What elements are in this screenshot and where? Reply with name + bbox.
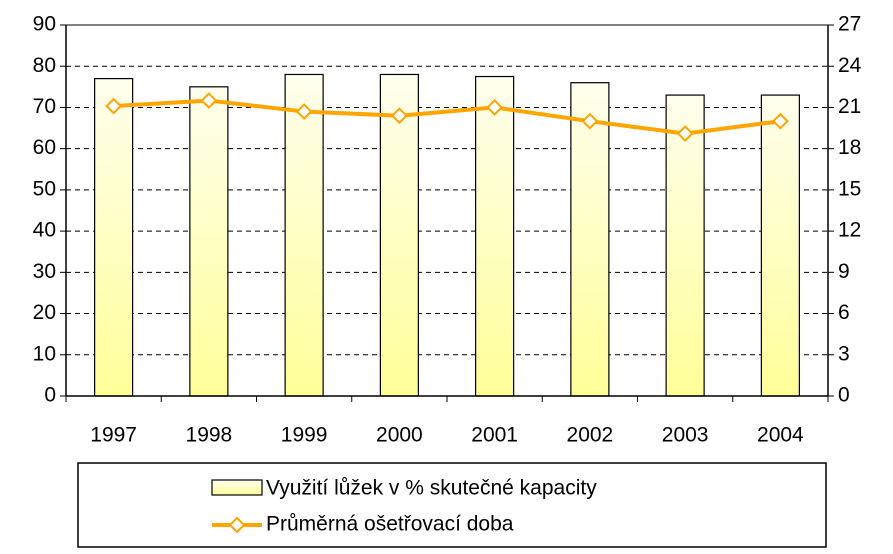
y2-tick-label: 9 bbox=[838, 260, 850, 283]
y-tick-label: 50 bbox=[33, 177, 56, 200]
marker bbox=[105, 97, 123, 115]
y2-tick-label: 6 bbox=[838, 301, 850, 324]
marker bbox=[295, 103, 313, 120]
y-tick-label: 30 bbox=[33, 260, 56, 283]
bar bbox=[570, 82, 610, 397]
y2-tick-label: 21 bbox=[838, 95, 861, 118]
legend-label: Průměrná ošetřovací doba bbox=[266, 513, 514, 536]
y-tick-label: 10 bbox=[33, 342, 56, 365]
y-tick-label: 20 bbox=[33, 301, 56, 324]
y2-tick-label: 24 bbox=[838, 54, 862, 77]
y2-tick-label: 12 bbox=[838, 219, 861, 242]
y-tick-label: 80 bbox=[33, 54, 56, 77]
bar bbox=[475, 75, 515, 397]
plot-area bbox=[66, 25, 828, 396]
bar bbox=[189, 86, 229, 397]
x-tick-label: 2002 bbox=[567, 424, 614, 447]
y2-tick-label: 15 bbox=[838, 177, 861, 200]
x-tick-label: 1999 bbox=[281, 424, 328, 447]
y-tick-label: 0 bbox=[44, 384, 56, 407]
marker bbox=[390, 107, 408, 125]
marker bbox=[771, 112, 789, 130]
legend-marker bbox=[228, 516, 246, 534]
x-tick-label: 2004 bbox=[757, 424, 804, 447]
legend-label: Využití lůžek v % skutečné kapacity bbox=[266, 477, 597, 500]
legend-box bbox=[77, 462, 827, 548]
x-tick-label: 1998 bbox=[186, 424, 233, 447]
bar bbox=[379, 73, 419, 397]
bar bbox=[284, 73, 324, 397]
x-tick-label: 2003 bbox=[662, 424, 709, 447]
marker bbox=[676, 125, 694, 142]
y2-tick-label: 27 bbox=[838, 13, 861, 36]
bar bbox=[760, 94, 800, 397]
y2-tick-label: 0 bbox=[838, 384, 850, 407]
line bbox=[113, 98, 781, 136]
x-tick-label: 2000 bbox=[376, 424, 423, 447]
marker bbox=[581, 112, 599, 130]
y2-tick-label: 18 bbox=[838, 136, 861, 159]
marker bbox=[486, 99, 504, 116]
y2-tick-label: 3 bbox=[838, 342, 850, 365]
y-tick-label: 60 bbox=[33, 136, 56, 159]
legend-swatch bbox=[211, 479, 263, 496]
y-tick-label: 70 bbox=[33, 95, 56, 118]
x-tick-label: 1997 bbox=[90, 424, 137, 447]
marker bbox=[200, 92, 218, 109]
y-tick-label: 90 bbox=[33, 13, 56, 36]
y-tick-label: 40 bbox=[33, 219, 56, 242]
bar bbox=[94, 77, 134, 397]
x-tick-label: 2001 bbox=[471, 424, 518, 447]
